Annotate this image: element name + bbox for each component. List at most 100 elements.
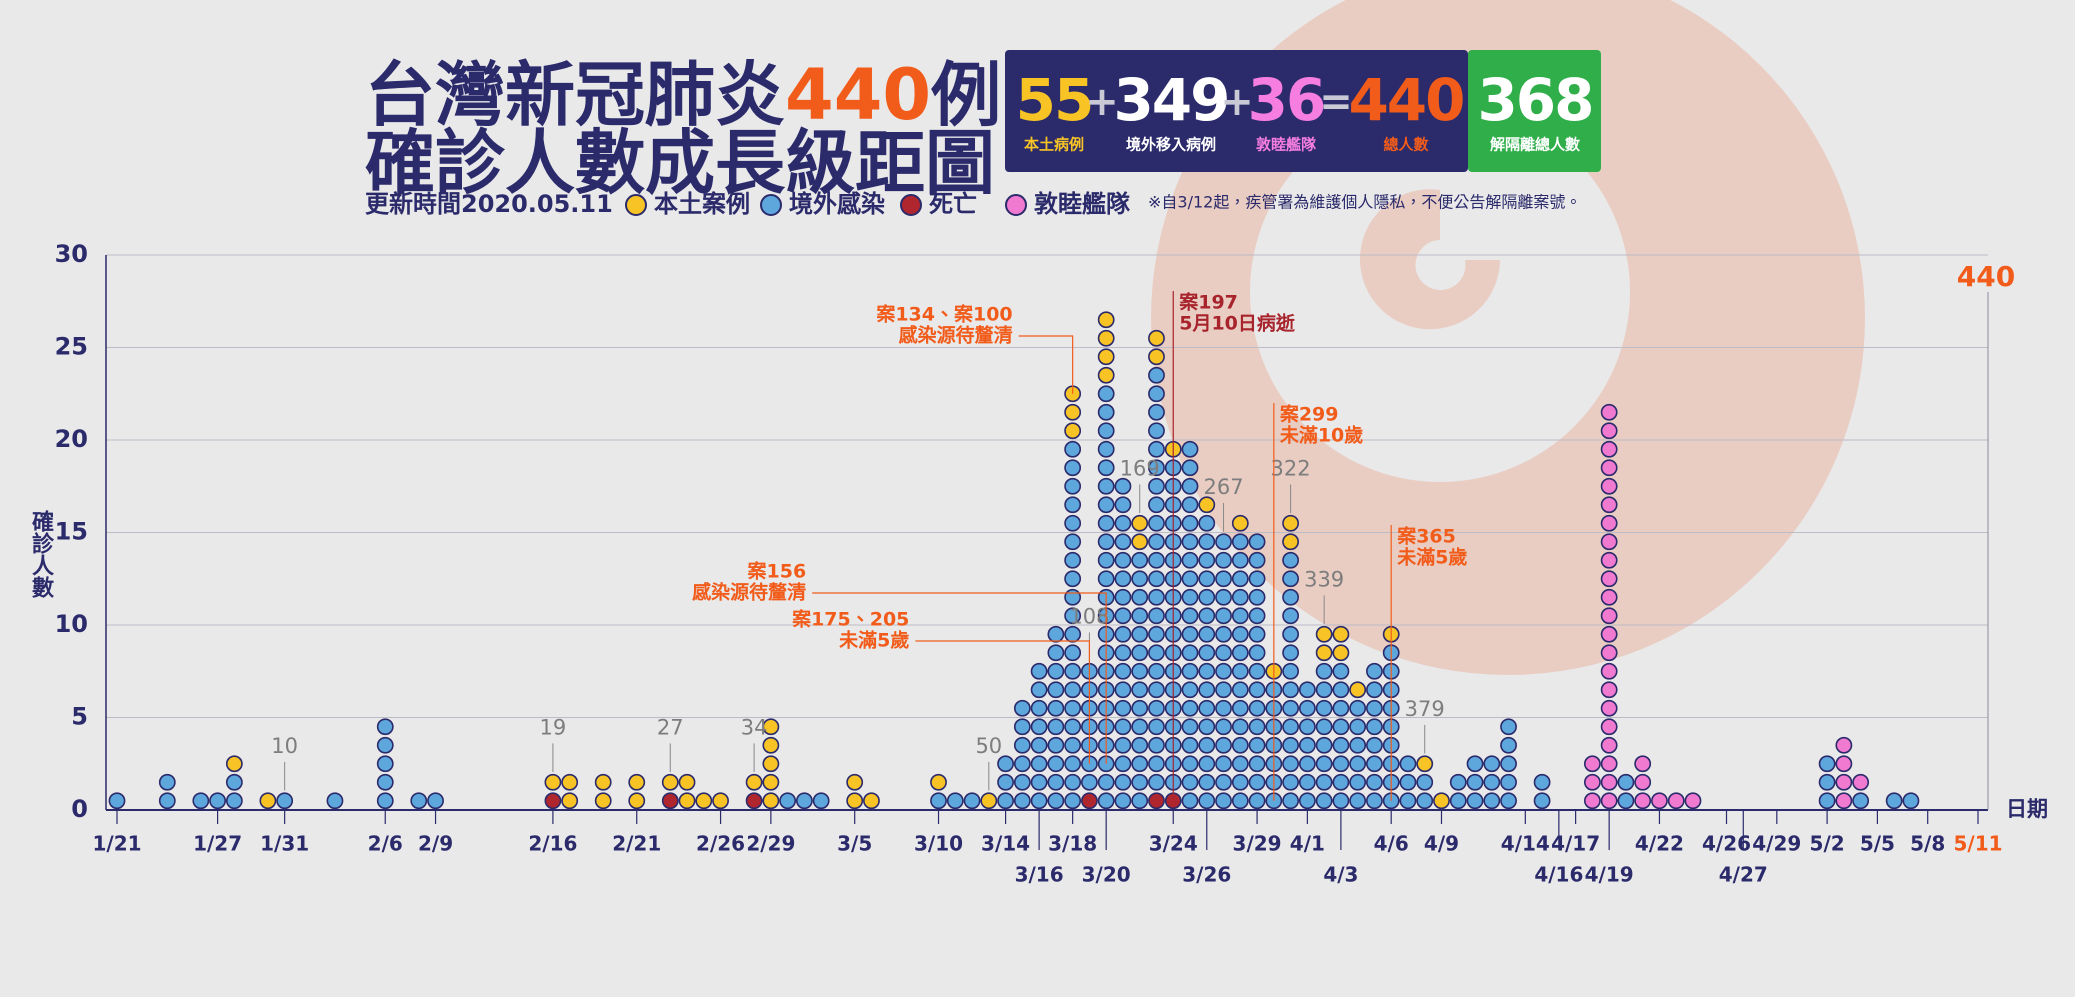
summary-operator: + <box>1085 79 1119 125</box>
dot-stack <box>1315 625 1333 662</box>
summary-value: 55 <box>1016 66 1093 134</box>
dot <box>1902 792 1920 810</box>
dot <box>1131 625 1149 643</box>
dot <box>1349 681 1367 699</box>
dot <box>1013 773 1031 791</box>
dot-stack <box>1064 440 1082 810</box>
dot <box>1181 459 1199 477</box>
dot-stack <box>259 792 277 810</box>
dot <box>1064 773 1082 791</box>
dot <box>1114 755 1132 773</box>
dot <box>1298 755 1316 773</box>
dot <box>1198 644 1216 662</box>
dot-stack <box>863 792 880 810</box>
dot <box>1181 755 1199 773</box>
dot <box>1282 644 1300 662</box>
dot <box>594 773 612 791</box>
y-tick-label: 25 <box>55 333 88 361</box>
x-tick-label: 4/17 <box>1551 832 1600 856</box>
dot <box>1148 662 1165 680</box>
dot <box>1030 662 1048 680</box>
summary-box-green <box>1468 50 1601 172</box>
dot <box>1248 644 1266 662</box>
dot <box>1600 662 1618 680</box>
dot <box>846 792 864 810</box>
dot <box>1181 681 1199 699</box>
dot-stack <box>1298 681 1316 810</box>
dot <box>1600 403 1618 421</box>
dot <box>1064 681 1082 699</box>
dot <box>1047 681 1065 699</box>
dot <box>1248 588 1266 606</box>
dot <box>1097 514 1115 532</box>
dot <box>1064 570 1082 588</box>
dot <box>1282 755 1300 773</box>
dot <box>963 792 981 810</box>
end-label: 440 <box>1957 260 2015 293</box>
x-tick-label: 2/26 <box>696 832 745 856</box>
dot <box>1131 773 1149 791</box>
dot <box>158 792 176 810</box>
dot-stack <box>980 792 998 810</box>
dot <box>1466 773 1484 791</box>
dot <box>1282 718 1300 736</box>
dot-stack <box>1433 792 1450 810</box>
case-label: 50 <box>975 734 1002 758</box>
dot <box>1097 570 1115 588</box>
dot <box>1282 662 1300 680</box>
summary-label: 境外移入病例 <box>1126 136 1216 154</box>
dot-stack <box>1114 477 1132 810</box>
dot <box>1030 718 1048 736</box>
dot <box>1617 792 1635 810</box>
dot <box>1332 699 1350 717</box>
dot-stack <box>209 792 226 810</box>
callout-text: 案299 <box>1280 403 1339 426</box>
dot <box>1298 681 1316 699</box>
dot <box>1248 699 1266 717</box>
dot <box>1634 773 1652 791</box>
x-tick-label: 4/16 <box>1534 863 1583 887</box>
dot <box>1047 625 1065 643</box>
dot <box>1114 718 1132 736</box>
x-tick-label: 5/11 <box>1953 832 2002 856</box>
dot <box>1131 662 1149 680</box>
dot <box>1181 625 1199 643</box>
dot-stack <box>1332 662 1350 810</box>
legend-marker <box>625 194 647 216</box>
dot <box>1600 440 1618 458</box>
summary-label: 總人數 <box>1383 136 1429 154</box>
dot <box>225 773 243 791</box>
dot <box>1282 792 1300 810</box>
dot <box>1148 459 1165 477</box>
dot <box>1315 681 1333 699</box>
dot <box>1131 514 1149 532</box>
legend-label: 境外感染 <box>789 190 885 218</box>
dot <box>1198 514 1216 532</box>
dot <box>1114 662 1132 680</box>
dot-stack <box>745 792 763 810</box>
dot <box>1600 773 1618 791</box>
dot-stack <box>1198 496 1216 514</box>
dot <box>1181 551 1199 569</box>
dot <box>1298 792 1316 810</box>
dot <box>1064 588 1082 606</box>
x-tick-label: 2/29 <box>746 832 795 856</box>
dot <box>1835 755 1853 773</box>
dot <box>1667 792 1685 810</box>
dot <box>1047 662 1065 680</box>
dot-stack <box>712 792 729 810</box>
dot <box>1500 773 1517 791</box>
case-label: 27 <box>657 716 684 740</box>
dot <box>1215 662 1232 680</box>
dot <box>1013 736 1031 754</box>
dot <box>1315 773 1333 791</box>
case-label: 339 <box>1304 568 1344 592</box>
callout-text: 案197 <box>1179 291 1238 314</box>
dot <box>812 792 830 810</box>
dot <box>1885 792 1903 810</box>
x-tick-label: 2/21 <box>612 832 661 856</box>
dot <box>1600 496 1618 514</box>
dot <box>1198 551 1216 569</box>
dot <box>1030 792 1048 810</box>
case-label: 34 <box>741 716 768 740</box>
